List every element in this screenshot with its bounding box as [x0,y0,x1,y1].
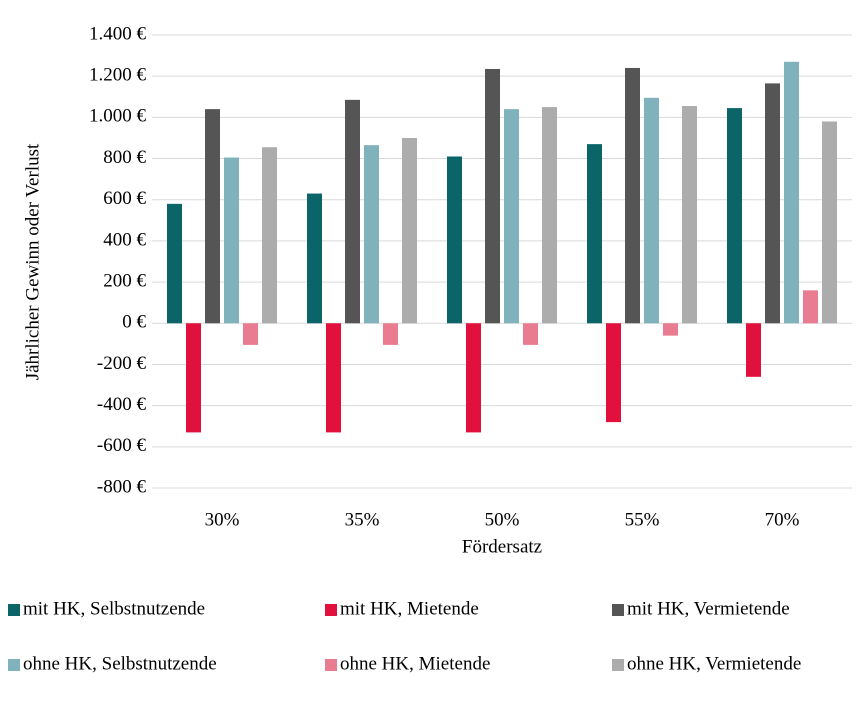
legend-swatch [8,659,20,671]
bar [402,137,417,324]
bar [587,144,602,324]
bar [746,323,761,377]
bar [485,68,500,324]
bar [364,145,379,324]
y-tick-label: 200 € [103,270,146,291]
bar [186,323,201,433]
bar [765,83,780,324]
legend-label: ohne HK, Selbstnutzende [23,653,217,674]
y-tick-label: -400 € [97,394,147,415]
bar [822,121,837,324]
x-tick-label: 55% [625,509,660,530]
bar [345,99,360,324]
legend-label: ohne HK, Mietende [340,653,490,674]
y-tick-label: 0 € [122,312,146,333]
y-tick-label: 400 € [103,229,146,250]
y-tick-label: -600 € [97,435,147,456]
bar [243,323,258,345]
bar [542,107,557,324]
y-tick-label: 1.200 € [89,65,147,86]
bar [466,323,481,433]
y-tick-label: 1.000 € [89,106,147,127]
y-tick-label: 800 € [103,147,146,168]
bar [262,147,277,324]
x-tick-label: 70% [765,509,800,530]
bar [447,156,462,324]
legend-swatch [325,604,337,616]
bar [784,61,799,324]
bar [803,290,818,324]
bar [523,323,538,345]
legend-label: mit HK, Vermietende [627,598,790,619]
y-tick-label: 1.400 € [89,23,147,44]
bar [682,106,697,324]
legend-label: ohne HK, Vermietende [627,653,801,674]
y-tick-label: -800 € [97,476,147,497]
x-tick-label: 50% [485,509,520,530]
legend-label: mit HK, Selbstnutzende [23,598,205,619]
legend-label: mit HK, Mietende [340,598,479,619]
bar [326,323,341,433]
y-tick-label: 600 € [103,188,146,209]
bar [663,323,678,336]
bar [727,108,742,324]
legend-swatch [325,659,337,671]
bar [205,109,220,324]
y-tick-label: -200 € [97,353,147,374]
bar [383,323,398,345]
bar [224,157,239,324]
bar [504,109,519,324]
legend-swatch [8,604,20,616]
x-tick-label: 35% [345,509,380,530]
legend-swatch [612,659,624,671]
legend-swatch [612,604,624,616]
bar [644,97,659,324]
bar [625,67,640,324]
x-tick-label: 30% [205,509,240,530]
x-axis-label: Fördersatz [462,536,542,557]
bar [307,193,322,324]
y-axis-label: Jährlicher Gewinn oder Verlust [22,143,43,380]
bar [167,203,182,324]
bar [606,323,621,423]
